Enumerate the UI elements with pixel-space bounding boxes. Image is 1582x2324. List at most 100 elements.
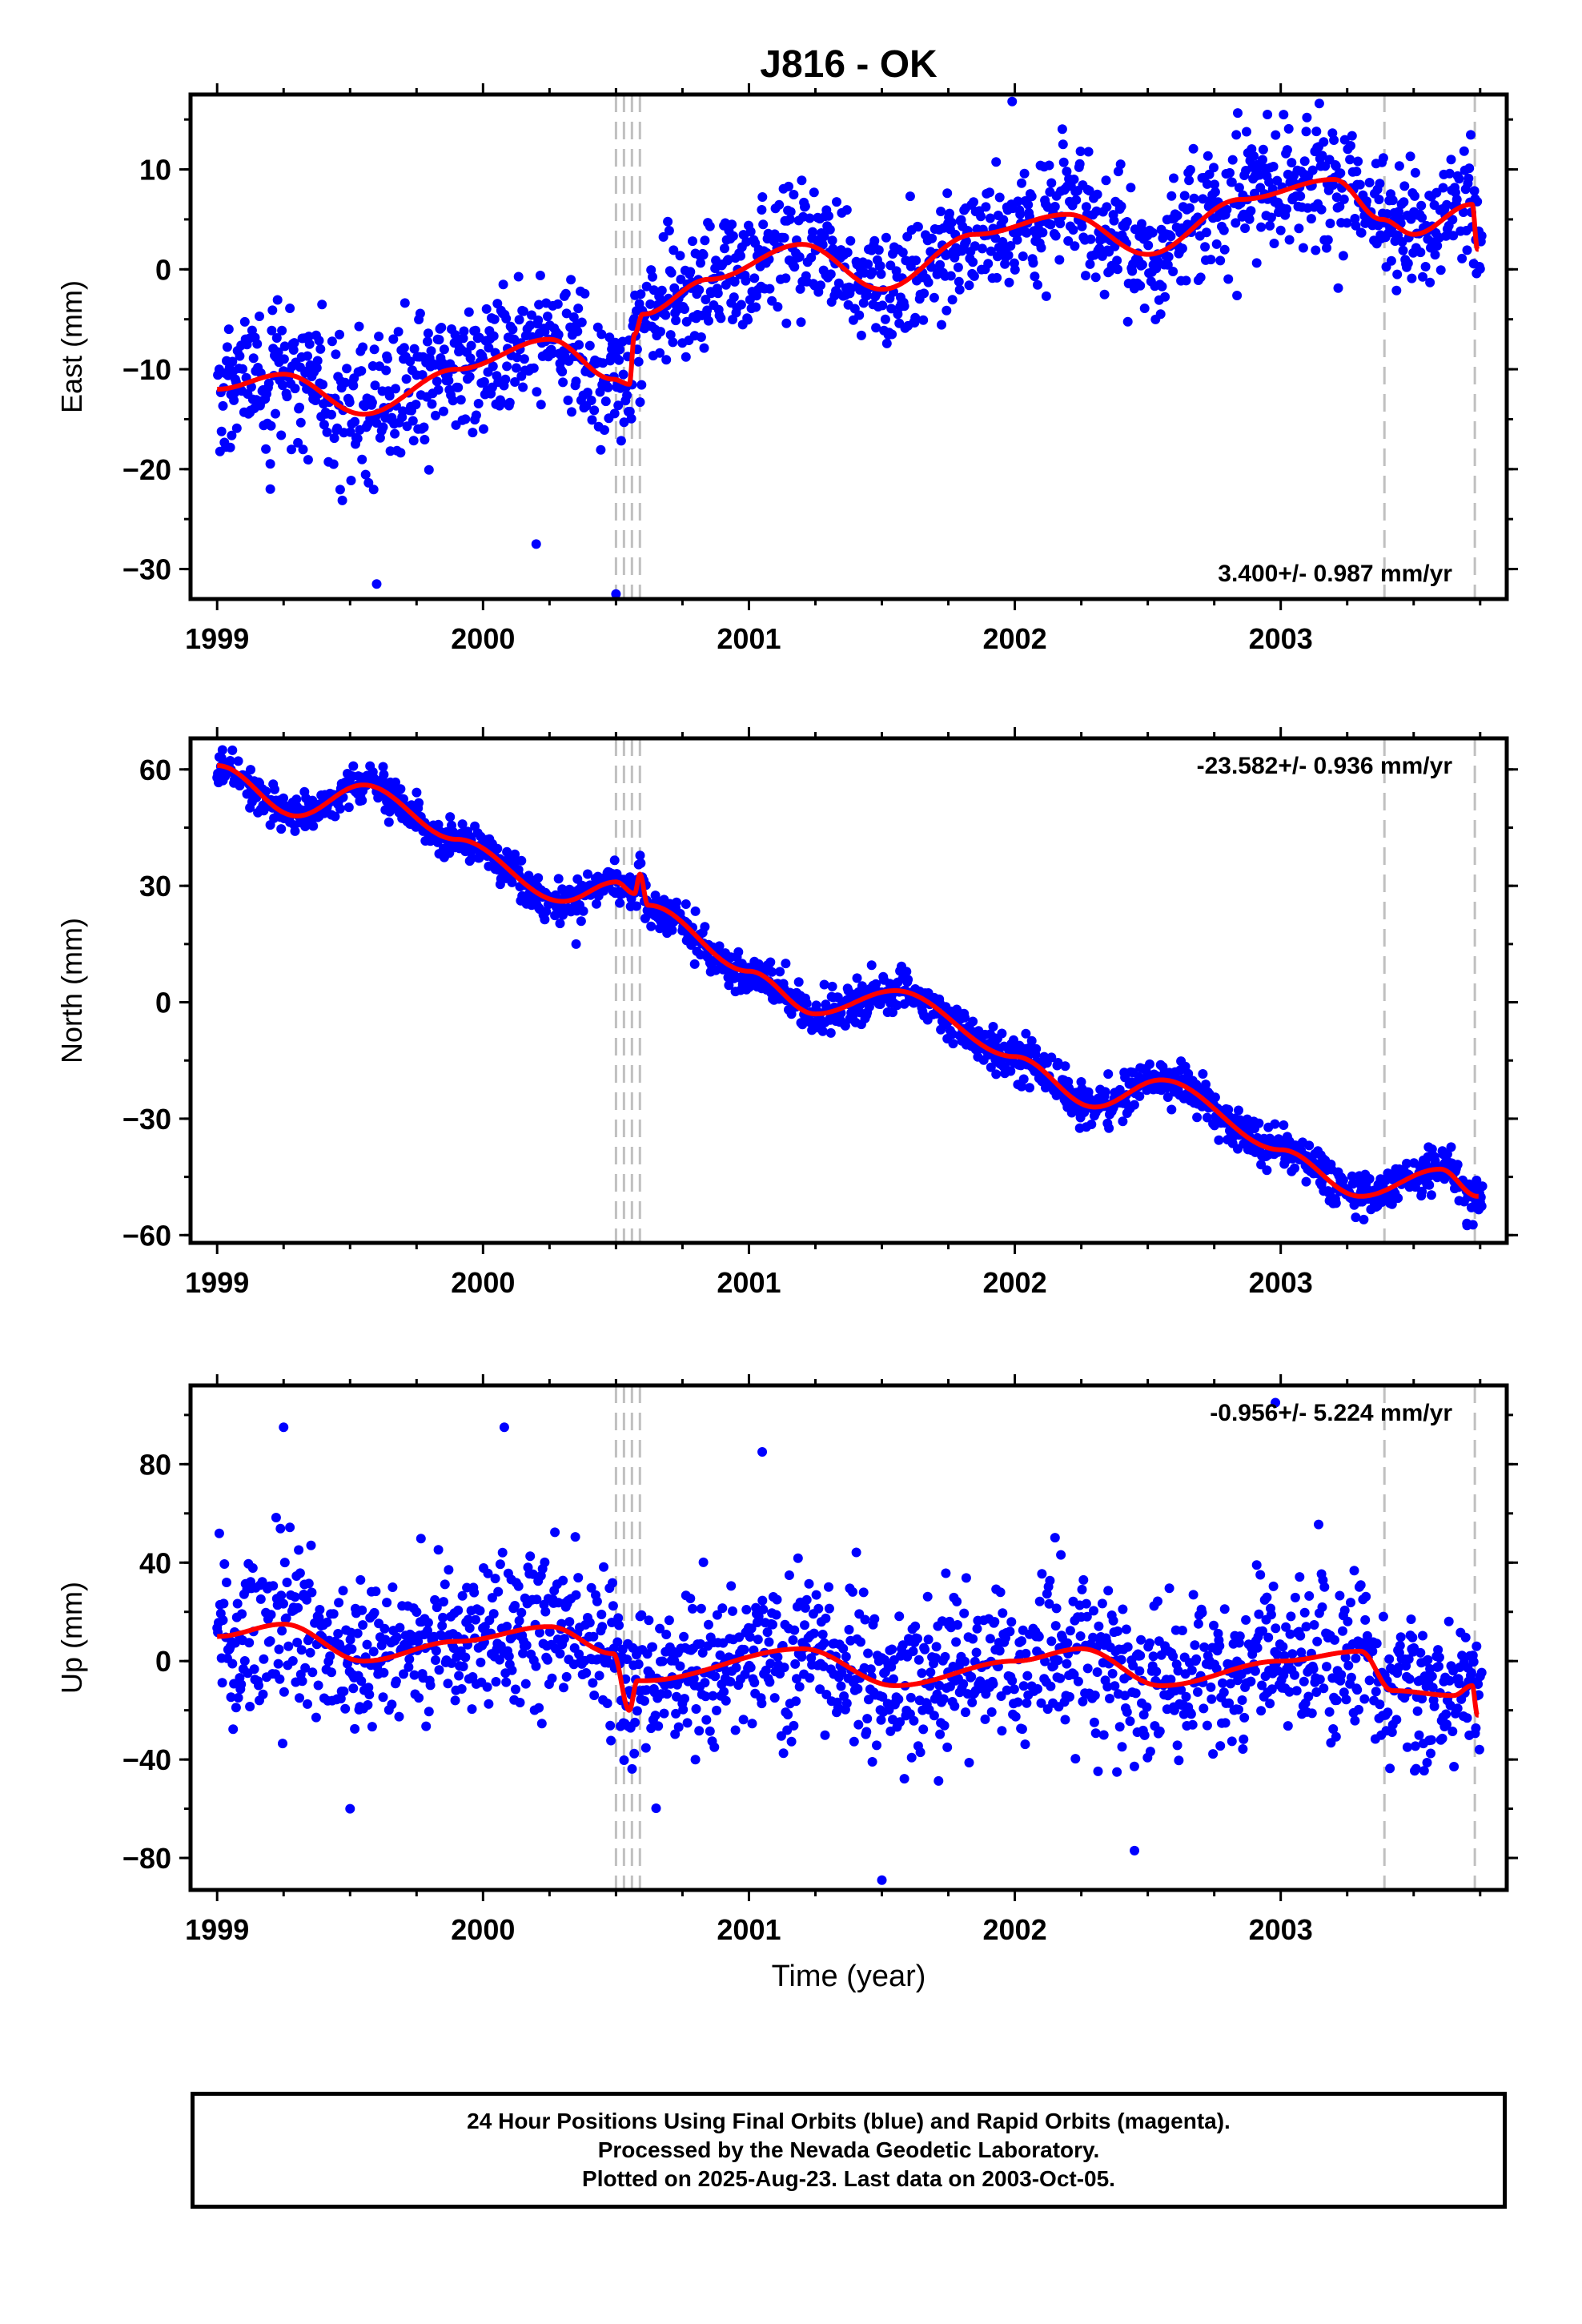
- data-point: [825, 1027, 836, 1038]
- data-point: [1431, 187, 1442, 198]
- data-point: [1328, 180, 1339, 190]
- data-point: [1338, 1626, 1347, 1636]
- data-point: [606, 1735, 616, 1746]
- data-point: [757, 1595, 768, 1606]
- data-point: [1338, 1175, 1348, 1185]
- data-point: [459, 326, 469, 336]
- data-point: [465, 353, 476, 364]
- data-point: [1284, 235, 1295, 245]
- data-point: [1364, 178, 1375, 187]
- data-point: [236, 1679, 247, 1690]
- data-point: [1394, 161, 1404, 171]
- data-point: [231, 1703, 241, 1713]
- data-point: [1351, 1653, 1361, 1663]
- data-point: [1472, 1641, 1482, 1651]
- data-point: [1219, 244, 1230, 255]
- data-point: [1322, 243, 1331, 253]
- data-point: [340, 1703, 351, 1714]
- data-point: [852, 973, 862, 983]
- data-point: [257, 1577, 267, 1587]
- data-point: [968, 257, 978, 267]
- data-point: [753, 1634, 763, 1645]
- data-point: [423, 1626, 432, 1636]
- data-point: [534, 1703, 544, 1713]
- data-point: [641, 281, 652, 292]
- data-point: [615, 898, 625, 908]
- data-point: [1380, 1176, 1391, 1186]
- data-point: [363, 1683, 374, 1693]
- data-point: [1204, 169, 1215, 179]
- data-point: [892, 1000, 902, 1011]
- data-point: [1009, 1684, 1019, 1695]
- data-point: [507, 877, 517, 887]
- data-point: [1417, 1186, 1427, 1196]
- data-point: [1232, 291, 1243, 300]
- data-point: [1415, 1647, 1426, 1658]
- data-point: [1145, 1638, 1154, 1648]
- data-point: [1174, 1755, 1184, 1766]
- data-point: [1006, 241, 1016, 251]
- data-point: [266, 1610, 276, 1620]
- data-point: [1017, 1724, 1027, 1735]
- data-point: [1437, 1733, 1447, 1743]
- data-point: [540, 1557, 550, 1567]
- data-point: [1323, 235, 1333, 245]
- data-point: [910, 1621, 921, 1631]
- data-point: [232, 1598, 243, 1609]
- data-point: [1402, 1158, 1411, 1168]
- data-point: [942, 1742, 953, 1752]
- data-point: [511, 363, 521, 373]
- data-point: [1200, 242, 1211, 252]
- data-point: [796, 317, 806, 328]
- data-point: [1129, 1100, 1139, 1110]
- data-point: [1126, 183, 1136, 193]
- data-point: [248, 353, 259, 364]
- data-point: [378, 422, 388, 432]
- data-point: [886, 304, 897, 314]
- data-point: [432, 1602, 442, 1613]
- data-point: [1450, 187, 1460, 198]
- data-point: [411, 400, 421, 410]
- data-point: [1295, 191, 1306, 201]
- data-point: [1335, 201, 1345, 211]
- data-point: [662, 1689, 673, 1699]
- data-point: [1251, 258, 1262, 268]
- data-point: [775, 967, 785, 977]
- data-point: [699, 343, 709, 353]
- data-point: [1056, 1550, 1066, 1560]
- data-point: [1127, 266, 1138, 276]
- data-point: [266, 420, 276, 431]
- data-point: [1099, 289, 1110, 300]
- data-point: [338, 1586, 348, 1596]
- data-point: [357, 795, 367, 806]
- data-point: [1301, 127, 1311, 137]
- data-point: [218, 400, 228, 411]
- data-point: [228, 1724, 239, 1735]
- data-point: [1290, 1163, 1299, 1173]
- data-point: [930, 1653, 941, 1663]
- data-point: [1053, 1655, 1063, 1666]
- data-point: [888, 1007, 897, 1018]
- data-point: [1037, 1569, 1047, 1579]
- caption-box: 24 Hour Positions Using Final Orbits (bl…: [191, 2092, 1507, 2209]
- data-point: [651, 1803, 661, 1813]
- data-point: [581, 1668, 592, 1678]
- data-point: [439, 344, 449, 355]
- data-point: [423, 1618, 433, 1628]
- data-point: [1070, 241, 1080, 251]
- data-point: [307, 1587, 317, 1598]
- data-point: [340, 377, 351, 388]
- data-point: [704, 1619, 713, 1630]
- data-point: [827, 981, 837, 991]
- data-point: [931, 1642, 942, 1652]
- data-point: [626, 413, 636, 424]
- data-point: [1185, 165, 1195, 175]
- data-point: [767, 296, 777, 306]
- data-point: [308, 821, 319, 831]
- data-point: [1013, 1697, 1023, 1707]
- data-point: [1474, 1744, 1484, 1755]
- data-point: [1050, 231, 1061, 241]
- data-point: [279, 1422, 289, 1433]
- data-point: [384, 391, 395, 401]
- data-point: [279, 793, 288, 803]
